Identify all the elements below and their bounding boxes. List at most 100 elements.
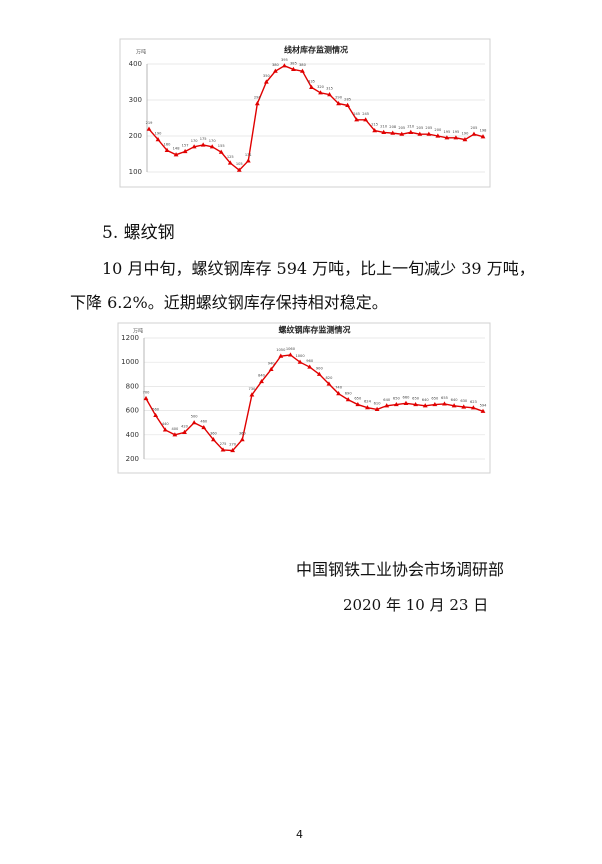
- marker: [263, 79, 269, 84]
- data-label: 640: [383, 398, 391, 402]
- data-label: 380: [272, 63, 280, 67]
- data-label: 640: [451, 398, 459, 402]
- paragraph-line: 下降 6.2%。近期螺纹钢库存保持相对稳定。: [70, 293, 388, 312]
- y-tick-label: 200: [129, 132, 142, 140]
- marker: [462, 137, 468, 142]
- marker: [146, 126, 152, 131]
- data-label: 290: [335, 96, 343, 100]
- data-label: 730: [248, 387, 256, 391]
- data-label: 900: [316, 366, 324, 370]
- marker: [413, 401, 418, 407]
- data-label: 210: [407, 124, 415, 128]
- data-label: 285: [344, 97, 351, 101]
- marker: [422, 403, 428, 408]
- data-label: 270: [229, 443, 237, 447]
- data-label: 157: [182, 143, 189, 147]
- marker: [435, 133, 441, 138]
- data-label: 205: [425, 126, 432, 130]
- data-label: 290: [254, 96, 262, 100]
- marker: [345, 102, 350, 107]
- data-label: 623: [470, 400, 477, 404]
- data-label: 200: [434, 128, 442, 132]
- marker: [374, 406, 380, 411]
- marker: [480, 134, 486, 139]
- data-label: 170: [191, 139, 199, 143]
- data-label: 195: [452, 130, 459, 134]
- data-label: 315: [326, 87, 333, 91]
- marker: [220, 447, 226, 452]
- marker: [182, 148, 188, 154]
- data-label: 640: [422, 398, 430, 402]
- marker: [390, 130, 396, 135]
- marker: [355, 401, 361, 407]
- data-label: 630: [460, 399, 468, 403]
- data-label: 610: [374, 401, 382, 405]
- data-label: 245: [362, 112, 369, 116]
- data-label: 195: [443, 130, 450, 134]
- marker: [191, 144, 197, 149]
- data-label: 155: [218, 144, 225, 148]
- data-label: 460: [200, 420, 208, 424]
- chart-frame: [119, 38, 491, 188]
- data-label: 380: [299, 63, 307, 67]
- marker: [403, 400, 409, 405]
- marker: [426, 131, 432, 136]
- marker: [282, 63, 287, 68]
- marker: [249, 392, 255, 397]
- marker: [309, 84, 314, 89]
- data-label: 650: [354, 397, 362, 401]
- marker: [288, 352, 293, 357]
- data-label: 1060: [286, 347, 296, 351]
- marker: [399, 131, 405, 136]
- marker: [307, 364, 313, 369]
- data-label: 660: [403, 395, 411, 399]
- marker: [345, 397, 351, 402]
- data-label: 560: [152, 407, 160, 411]
- marker: [363, 117, 369, 122]
- section-heading: 5. 螺纹钢: [102, 223, 175, 243]
- marker: [153, 412, 159, 418]
- data-label: 420: [181, 424, 189, 428]
- data-label: 690: [345, 392, 353, 396]
- marker: [471, 131, 477, 136]
- chart: 螺纹钢库存监测情况 万吨 200 400 600 800 1000 1200 700 560 440…: [117, 322, 491, 474]
- marker: [162, 427, 168, 432]
- marker: [278, 353, 284, 358]
- y-tick-label: 600: [126, 407, 139, 415]
- data-label: 360: [239, 432, 247, 436]
- data-label: 205: [398, 126, 405, 130]
- marker: [384, 403, 390, 408]
- marker: [327, 92, 332, 97]
- y-tick-label: 200: [126, 455, 139, 463]
- data-label: 198: [480, 129, 488, 133]
- data-label: 125: [227, 155, 234, 159]
- y-tick-label: 800: [126, 382, 139, 390]
- marker: [182, 429, 187, 434]
- marker: [316, 371, 322, 376]
- data-label: 655: [441, 396, 448, 400]
- marker: [372, 128, 378, 133]
- marker: [461, 404, 467, 409]
- data-label: 105: [236, 162, 243, 166]
- data-label: 594: [480, 403, 488, 407]
- marker: [432, 401, 438, 407]
- data-label: 131: [245, 153, 252, 157]
- marker: [297, 359, 303, 364]
- marker: [236, 167, 242, 172]
- marker: [480, 408, 486, 413]
- chart-title: 螺纹钢库存监测情况: [279, 325, 351, 335]
- data-label: 205: [471, 126, 478, 130]
- marker: [268, 366, 274, 372]
- date: 2020 年 10 月 23 日: [343, 596, 489, 614]
- y-tick-label: 1200: [121, 334, 139, 342]
- data-label: 360: [210, 432, 218, 436]
- data-label: 1000: [295, 354, 305, 358]
- marker: [245, 158, 251, 163]
- data-label: 219: [146, 121, 154, 125]
- data-label: 148: [173, 147, 181, 151]
- data-label: 440: [162, 422, 170, 426]
- marker: [211, 437, 216, 442]
- data-label: 385: [290, 61, 297, 65]
- data-label: 400: [171, 427, 179, 431]
